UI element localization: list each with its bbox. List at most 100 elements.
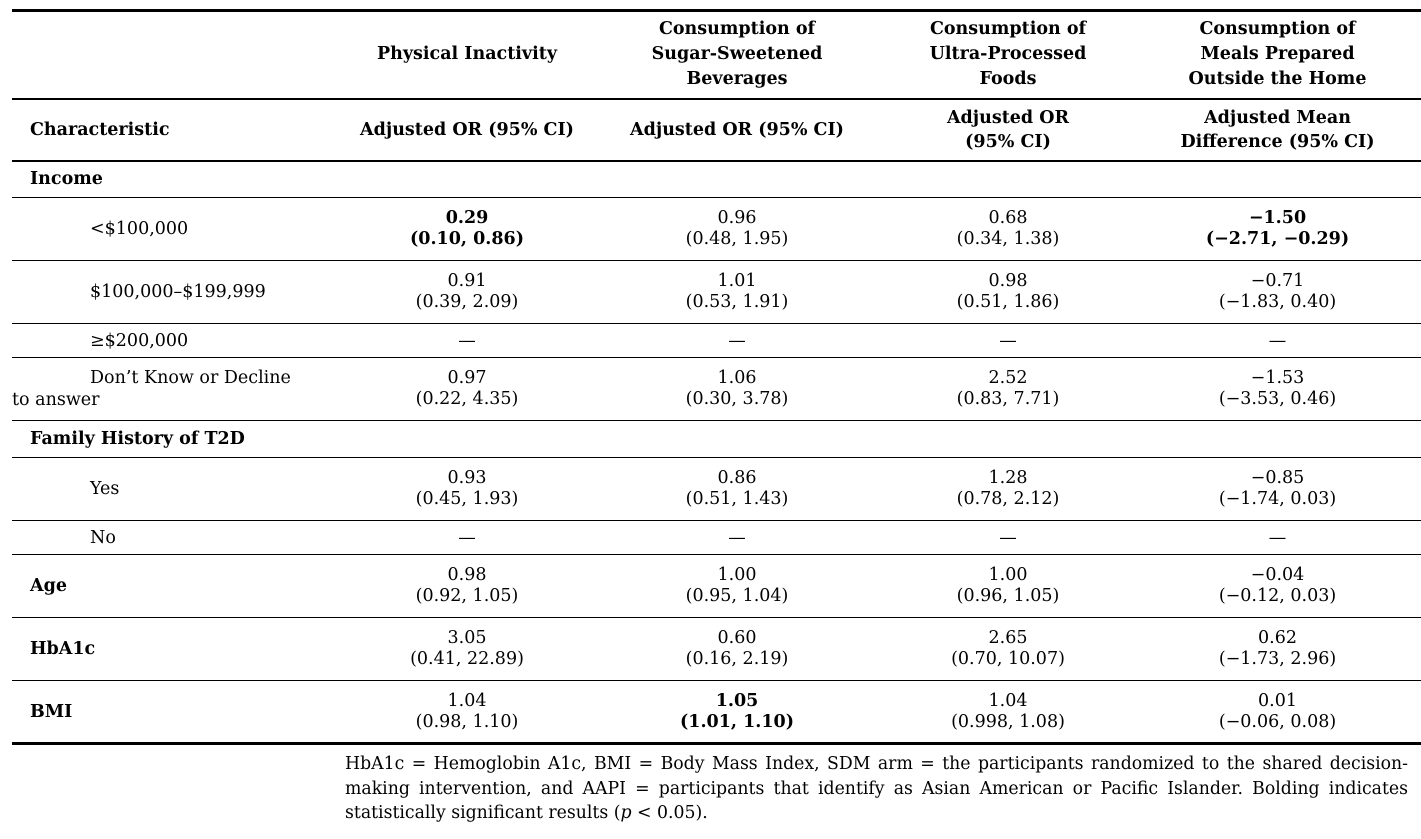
confidence-interval: (−1.73, 2.96) — [1218, 649, 1337, 669]
estimate-cell: 0.98 (0.92, 1.05) — [342, 555, 592, 618]
table-body: Income <$100,000 0.29 (0.10, 0.86) 0.96 (0.48… — [12, 161, 1421, 744]
reference-dash-cell: — — [728, 330, 746, 351]
row-label-text: Don’t Know or Decline — [90, 368, 291, 388]
group-header-label: Consumption of Sugar-Sweetened Beverages — [651, 19, 823, 90]
estimate-value: −0.71 — [1250, 271, 1305, 291]
confidence-interval: (1.01, 1.10) — [680, 711, 794, 732]
estimate-cell: −0.04 (−0.12, 0.03) — [1134, 555, 1421, 618]
group-header-sugar-sweetened-beverages: Consumption of Sugar-Sweetened Beverages — [592, 11, 882, 99]
estimate-cell: 2.65 (0.70, 10.07) — [882, 618, 1134, 681]
table-row: Age 0.98 (0.92, 1.05) 1.00 (0.95, 1.04) 1.00(… — [12, 555, 1421, 618]
confidence-interval: (0.30, 3.78) — [685, 389, 789, 409]
estimate-cell: −0.71 (−1.83, 0.40) — [1134, 261, 1421, 324]
reference-dash-cell: — — [999, 330, 1017, 351]
row-label: BMI — [12, 681, 342, 744]
row-label-text: Yes — [90, 479, 120, 499]
table-row: $100,000–$199,999 0.91 (0.39, 2.09) 1.01 (0.… — [12, 261, 1421, 324]
confidence-interval: (0.96, 1.05) — [956, 586, 1060, 606]
row-label: ≥$200,000 — [12, 324, 342, 358]
row-label: HbA1c — [12, 618, 342, 681]
estimate-value: 1.06 — [717, 368, 757, 388]
estimate-cell: 1.04 (0.998, 1.08) — [882, 681, 1134, 744]
regression-results-table: Physical Inactivity Consumption of Sugar… — [12, 9, 1421, 745]
row-label-text: No — [90, 527, 116, 548]
estimate-value: 1.05 — [715, 690, 759, 711]
reference-dash-cell: — — [999, 527, 1017, 548]
column-header-adjusted-or-2: Adjusted OR (95% CI) — [592, 99, 882, 161]
confidence-interval: (−1.83, 0.40) — [1218, 292, 1337, 312]
estimate-value: 0.93 — [447, 468, 487, 488]
table-row: No — — — — — [12, 521, 1421, 555]
row-label: Yes — [12, 458, 342, 521]
column-header-label: Adjusted OR (95% CI) — [630, 119, 844, 140]
confidence-interval: (0.53, 1.91) — [685, 292, 789, 312]
estimate-cell: 1.28 (0.78, 2.12) — [882, 458, 1134, 521]
table-row: ≥$200,000 — — — — — [12, 324, 1421, 358]
estimate-cell: −0.85 (−1.74, 0.03) — [1134, 458, 1421, 521]
estimate-cell: 0.01 (−0.06, 0.08) — [1134, 681, 1421, 744]
estimate-cell: −1.53 (−3.53, 0.46) — [1134, 358, 1421, 421]
estimate-cell: 0.86 (0.51, 1.43) — [592, 458, 882, 521]
estimate-cell: 1.05 (1.01, 1.10) — [592, 681, 882, 744]
estimate-cell: −1.50 (−2.71, −0.29) — [1134, 198, 1421, 261]
estimate-value: −0.85 — [1250, 468, 1305, 488]
row-label-text: BMI — [30, 701, 73, 722]
estimate-cell: 0.62 (−1.73, 2.96) — [1134, 618, 1421, 681]
confidence-interval: (0.92, 1.05) — [415, 586, 519, 606]
footnote-text: HbA1c = Hemoglobin A1c, BMI = Body Mass … — [345, 754, 1408, 823]
confidence-interval: (−2.71, −0.29) — [1205, 229, 1350, 249]
confidence-interval: (0.10, 0.86) — [410, 229, 524, 249]
row-label-text: <$100,000 — [90, 219, 189, 239]
estimate-cell: 0.91 (0.39, 2.09) — [342, 261, 592, 324]
estimate-cell: 0.98 (0.51, 1.86) — [882, 261, 1134, 324]
confidence-interval: (0.34, 1.38) — [956, 229, 1060, 249]
group-header-ultra-processed-foods: Consumption of Ultra-Processed Foods — [882, 11, 1134, 99]
row-label: $100,000–$199,999 — [12, 261, 342, 324]
table-row: BMI 1.04 (0.98, 1.10) 1.05 (1.01, 1.10) 1.04(… — [12, 681, 1421, 744]
estimate-value: 0.98 — [988, 271, 1028, 291]
estimate-value: 2.52 — [988, 368, 1028, 388]
estimate-cell: 0.96 (0.48, 1.95) — [592, 198, 882, 261]
confidence-interval: (0.45, 1.93) — [415, 489, 519, 509]
estimate-value: −1.53 — [1250, 368, 1305, 388]
column-header-label: Adjusted OR (95% CI) — [946, 107, 1070, 152]
confidence-interval: (−0.12, 0.03) — [1218, 586, 1337, 606]
footnote-p-italic: p — [620, 803, 632, 823]
table-row: <$100,000 0.29 (0.10, 0.86) 0.96 (0.48, 1.95… — [12, 198, 1421, 261]
estimate-value: 0.01 — [1258, 690, 1297, 711]
confidence-interval: (0.78, 2.12) — [956, 489, 1060, 509]
table-row: Income — [12, 161, 1421, 198]
table-row: Don’t Know or Decline to answer 0.97 (0.22,… — [12, 358, 1421, 421]
confidence-interval: (−0.06, 0.08) — [1218, 711, 1337, 732]
confidence-interval: (0.41, 22.89) — [410, 649, 524, 669]
estimate-cell: 0.97 (0.22, 4.35) — [342, 358, 592, 421]
estimate-value: 0.98 — [447, 565, 487, 585]
estimate-cell: 1.01 (0.53, 1.91) — [592, 261, 882, 324]
estimate-value: 0.91 — [447, 271, 487, 291]
group-header-meals-outside-home: Consumption of Meals Prepared Outside th… — [1134, 11, 1421, 99]
estimate-cell: 0.60 (0.16, 2.19) — [592, 618, 882, 681]
estimate-value: 1.04 — [988, 690, 1028, 711]
row-label: Age — [12, 555, 342, 618]
table-footnote: HbA1c = Hemoglobin A1c, BMI = Body Mass … — [345, 752, 1408, 826]
estimate-cell: 0.29 (0.10, 0.86) — [342, 198, 592, 261]
row-label: Don’t Know or Decline to answer — [12, 358, 342, 421]
group-header-physical-inactivity: Physical Inactivity — [342, 11, 592, 99]
row-label-continuation: to answer — [12, 390, 100, 410]
column-header-adjusted-or-3: Adjusted OR (95% CI) — [882, 99, 1134, 161]
confidence-interval: (0.39, 2.09) — [415, 292, 519, 312]
empty-header-cell — [12, 11, 342, 99]
confidence-interval: (0.70, 10.07) — [951, 649, 1065, 669]
estimate-cell: 1.04 (0.98, 1.10) — [342, 681, 592, 744]
reference-dash-cell: — — [1268, 527, 1287, 548]
estimate-value: 0.68 — [988, 208, 1028, 228]
confidence-interval: (0.48, 1.95) — [685, 229, 789, 249]
estimate-cell: 1.06 (0.30, 3.78) — [592, 358, 882, 421]
column-header-row: Characteristic Adjusted OR (95% CI) Adju… — [12, 99, 1421, 161]
row-label: No — [12, 521, 342, 555]
estimate-value: 0.96 — [717, 208, 757, 228]
column-header-adjusted-or-1: Adjusted OR (95% CI) — [342, 99, 592, 161]
table-row: Yes 0.93 (0.45, 1.93) 0.86 (0.51, 1.43) 1.28(… — [12, 458, 1421, 521]
row-label-text: Age — [30, 576, 67, 596]
reference-dash-cell: — — [458, 330, 476, 351]
